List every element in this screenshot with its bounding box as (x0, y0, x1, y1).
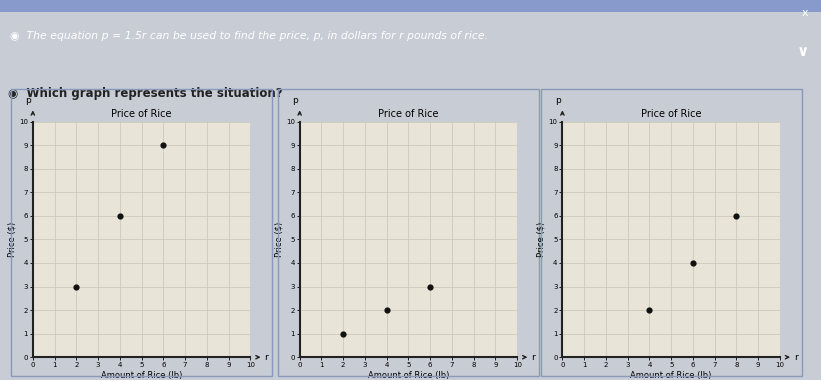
Text: p: p (292, 96, 298, 105)
Point (380, 307, 393, 313)
FancyBboxPatch shape (0, 0, 821, 12)
Point (70, 283, 83, 290)
Text: ◉  The equation p = 1.5r can be used to find the price, p, in dollars for r poun: ◉ The equation p = 1.5r can be used to f… (10, 31, 488, 41)
Point (730, 213, 743, 219)
Text: ◉  Which graph represents the situation?: ◉ Which graph represents the situation? (8, 87, 283, 100)
Text: x: x (802, 8, 809, 18)
Y-axis label: Price ($): Price ($) (537, 222, 546, 257)
Point (424, 283, 437, 290)
Text: p: p (25, 96, 31, 105)
X-axis label: Amount of Rice (lb): Amount of Rice (lb) (101, 371, 182, 380)
Point (686, 260, 699, 266)
Title: Price of Rice: Price of Rice (112, 109, 172, 119)
Text: r: r (794, 353, 798, 362)
Text: r: r (531, 353, 535, 362)
Point (337, 331, 350, 337)
Y-axis label: Price ($): Price ($) (274, 222, 283, 257)
Title: Price of Rice: Price of Rice (641, 109, 701, 119)
Y-axis label: Price ($): Price ($) (7, 222, 16, 257)
Title: Price of Rice: Price of Rice (378, 109, 438, 119)
X-axis label: Amount of Rice (lb): Amount of Rice (lb) (631, 371, 712, 380)
Text: r: r (264, 353, 268, 362)
Text: p: p (555, 96, 561, 105)
Point (643, 307, 656, 313)
X-axis label: Amount of Rice (lb): Amount of Rice (lb) (368, 371, 449, 380)
Text: ∨: ∨ (796, 44, 809, 59)
Point (113, 213, 126, 219)
Point (157, 142, 170, 148)
